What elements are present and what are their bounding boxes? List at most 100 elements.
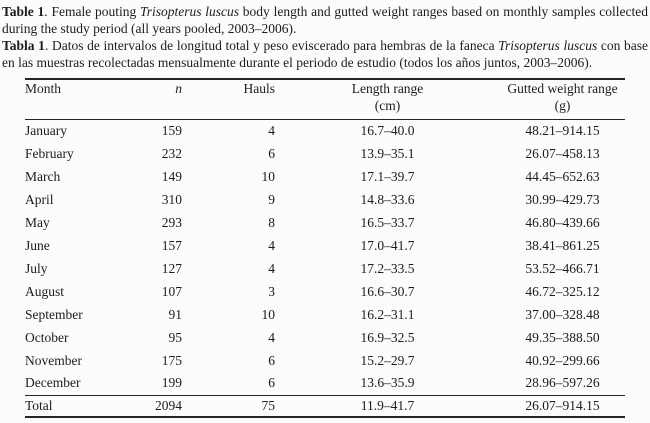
cell-length-range: 16.2–31.1 [360, 306, 415, 322]
table-row: August 107 3 16.6–30.7 46.72–325.12 [25, 280, 625, 303]
caption-es-lead: . Datos de intervalos de longitud total … [44, 38, 499, 53]
table-row: June 157 4 17.0–41.7 38.41–861.25 [25, 234, 625, 257]
table-row: May 293 8 16.5–33.7 46.80–439.66 [25, 211, 625, 234]
cell-weight-range: 26.07–458.13 [525, 145, 600, 161]
cell-weight-range: 37.00–328.48 [525, 306, 600, 322]
cell-hauls: 6 [268, 352, 275, 368]
caption-es-rest: con base en las muestras recolectadas me… [2, 38, 648, 70]
table-row: September 91 10 16.2–31.1 37.00–328.48 [25, 303, 625, 326]
col-header-hauls: Hauls [182, 79, 275, 120]
cell-length-range: 13.6–35.9 [360, 375, 415, 391]
col-header-n: n [140, 79, 182, 120]
cell-n: 310 [161, 191, 182, 207]
cell-total-length: 11.9–41.7 [275, 394, 500, 417]
cell-month: January [25, 122, 67, 138]
cell-month: December [25, 375, 81, 391]
species-name-es: Trisopterus luscus [498, 38, 598, 53]
caption-spanish: Tabla 1. Datos de intervalos de longitud… [2, 37, 648, 71]
cell-n: 175 [161, 352, 182, 368]
col-header-length-unit: (cm) [374, 98, 401, 113]
cell-hauls: 4 [268, 237, 275, 253]
table-label-es: Tabla 1 [2, 38, 45, 53]
cell-hauls: 8 [268, 214, 275, 230]
cell-hauls: 6 [268, 145, 275, 161]
cell-n: 199 [161, 375, 182, 391]
cell-n: 232 [161, 145, 182, 161]
cell-length-range: 13.9–35.1 [360, 145, 415, 161]
cell-weight-range: 44.45–652.63 [525, 168, 600, 184]
cell-weight-range: 48.21–914.15 [525, 122, 600, 138]
col-header-weight-line1: Gutted weight range [507, 81, 618, 96]
cell-weight-range: 28.96–597.26 [525, 375, 600, 391]
cell-length-range: 14.8–33.6 [360, 191, 415, 207]
caption-en-lead: . Female pouting [44, 4, 140, 19]
cell-n: 95 [168, 329, 183, 345]
cell-hauls: 10 [261, 168, 276, 184]
cell-hauls: 3 [268, 283, 275, 299]
cell-n: 127 [161, 260, 182, 276]
cell-month: August [25, 283, 65, 299]
table-total-section: Total 2094 75 11.9–41.7 26.07–914.15 [25, 394, 625, 417]
cell-month: June [25, 237, 50, 253]
cell-weight-range: 46.80–439.66 [525, 214, 600, 230]
cell-hauls: 4 [268, 122, 275, 138]
cell-length-range: 17.1–39.7 [360, 168, 415, 184]
cell-weight-range: 46.72–325.12 [525, 283, 600, 299]
cell-hauls: 4 [268, 260, 275, 276]
col-header-length-range: Length range (cm) [275, 79, 500, 120]
cell-n: 159 [161, 122, 182, 138]
cell-total-n: 2094 [140, 394, 182, 417]
cell-length-range: 16.7–40.0 [360, 122, 415, 138]
cell-hauls: 9 [268, 191, 275, 207]
species-name-en: Trisopterus luscus [139, 4, 240, 19]
cell-n: 293 [161, 214, 182, 230]
cell-weight-range: 53.52–466.71 [525, 260, 600, 276]
cell-month: May [25, 214, 50, 230]
cell-hauls: 4 [268, 329, 275, 345]
cell-length-range: 17.0–41.7 [360, 237, 415, 253]
cell-total-hauls: 75 [182, 394, 275, 417]
header-row: Month n Hauls Length range (cm) Gutted w… [25, 79, 625, 120]
table-row: January 159 4 16.7–40.0 48.21–914.15 [25, 119, 625, 142]
cell-length-range: 17.2–33.5 [360, 260, 415, 276]
cell-month: April [25, 191, 54, 207]
cell-hauls: 6 [268, 375, 275, 391]
cell-n: 157 [161, 237, 182, 253]
col-header-length-line1: Length range [351, 81, 424, 96]
cell-n: 107 [161, 283, 182, 299]
cell-n: 149 [161, 168, 182, 184]
col-header-weight-unit: (g) [554, 98, 571, 113]
table-row: November 175 6 15.2–29.7 40.92–299.66 [25, 349, 625, 372]
table-row: February 232 6 13.9–35.1 26.07–458.13 [25, 142, 625, 165]
cell-length-range: 15.2–29.7 [360, 352, 415, 368]
cell-month: September [25, 306, 83, 322]
cell-month: July [25, 260, 48, 276]
cell-weight-range: 40.92–299.66 [525, 352, 600, 368]
cell-weight-range: 38.41–861.25 [525, 237, 600, 253]
total-row: Total 2094 75 11.9–41.7 26.07–914.15 [25, 394, 625, 417]
caption-en-rest: body length and gutted weight ranges bas… [2, 4, 648, 36]
cell-weight-range: 30.99–429.73 [525, 191, 600, 207]
table-header: Month n Hauls Length range (cm) Gutted w… [25, 79, 625, 120]
caption-block: Table 1. Female pouting Trisopterus lusc… [0, 0, 650, 71]
table-label-en: Table 1 [2, 4, 45, 19]
cell-month: October [25, 329, 69, 345]
cell-length-range: 16.9–32.5 [360, 329, 415, 345]
cell-n: 91 [168, 306, 183, 322]
cell-weight-range: 49.35–388.50 [525, 329, 600, 345]
cell-length-range: 16.5–33.7 [360, 214, 415, 230]
table-row: October 95 4 16.9–32.5 49.35–388.50 [25, 326, 625, 349]
cell-month: November [25, 352, 82, 368]
cell-total-label: Total [25, 394, 140, 417]
table-row: April 310 9 14.8–33.6 30.99–429.73 [25, 188, 625, 211]
caption-english: Table 1. Female pouting Trisopterus lusc… [2, 3, 648, 37]
cell-month: February [25, 145, 74, 161]
col-header-month: Month [25, 79, 140, 120]
table-row: March 149 10 17.1–39.7 44.45–652.63 [25, 165, 625, 188]
table-body: January 159 4 16.7–40.0 48.21–914.15 Feb… [25, 119, 625, 395]
table-row: July 127 4 17.2–33.5 53.52–466.71 [25, 257, 625, 280]
table-row: December 199 6 13.6–35.9 28.96–597.26 [25, 372, 625, 395]
cell-length-range: 16.6–30.7 [360, 283, 415, 299]
cell-month: March [25, 168, 61, 184]
cell-hauls: 10 [261, 306, 276, 322]
